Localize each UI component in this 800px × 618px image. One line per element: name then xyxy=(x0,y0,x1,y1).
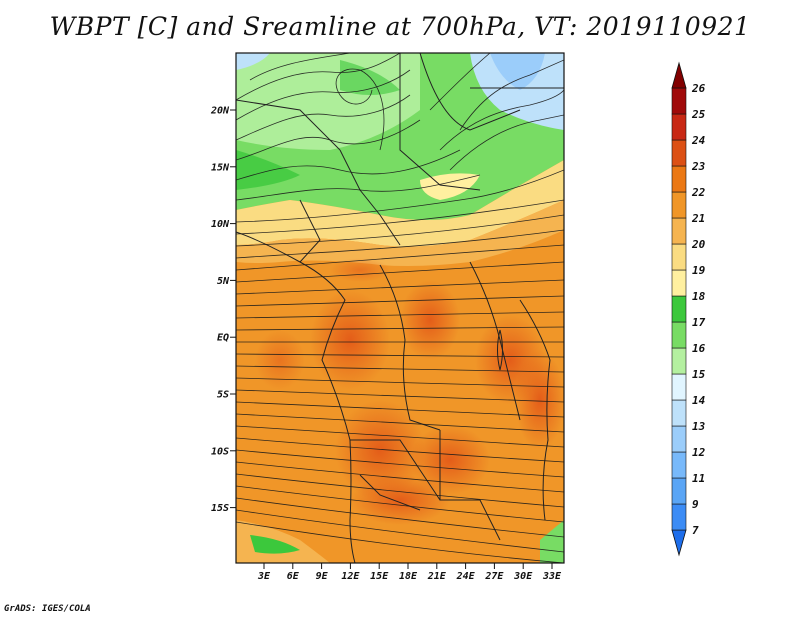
colorbar: 7 9 11 12 13 14 15 16 17 18 19 20 21 22 23 24 25 26 xyxy=(671,61,706,557)
lon-label: 27E xyxy=(484,571,504,582)
lon-label: 18E xyxy=(399,571,418,582)
colorbar-segment xyxy=(671,113,687,141)
colorbar-label: 25 xyxy=(691,108,706,121)
colorbar-segment xyxy=(671,399,687,427)
colorbar-label: 17 xyxy=(692,316,706,329)
colorbar-label: 24 xyxy=(691,134,706,147)
colorbar-segment xyxy=(671,217,687,245)
colorbar-segment xyxy=(671,295,687,323)
colorbar-label: 11 xyxy=(692,472,705,485)
colorbar-label: 15 xyxy=(692,368,706,381)
colorbar-label: 21 xyxy=(691,212,705,225)
colorbar-max-arrow xyxy=(671,61,687,89)
lon-label: 21E xyxy=(427,571,447,582)
lat-label: 20N xyxy=(210,106,230,117)
colorbar-segment xyxy=(671,191,687,219)
colorbar-min-arrow xyxy=(671,529,687,557)
colorbar-label: 7 xyxy=(692,524,699,537)
grads-credit: GrADS: IGES/COLA xyxy=(4,604,91,614)
colorbar-segment xyxy=(671,347,687,375)
lat-label: 10S xyxy=(211,446,229,457)
colorbar-segment xyxy=(671,451,687,479)
colorbar-segment xyxy=(671,503,687,531)
lon-label: 15E xyxy=(370,571,389,582)
colorbar-label: 13 xyxy=(692,420,706,433)
lat-label: 5S xyxy=(217,390,229,401)
colorbar-label: 12 xyxy=(692,446,706,459)
colorbar-label: 18 xyxy=(692,290,706,303)
colorbar-label: 16 xyxy=(692,342,706,355)
latitude-axis: 20N 15N 10N 5N EQ 5S 10S 15S xyxy=(210,106,236,514)
colorbar-segment xyxy=(671,243,687,271)
colorbar-segment xyxy=(671,425,687,453)
longitude-axis: 3E 6E 9E 12E 15E 18E 21E 24E 27E 30E 33E xyxy=(257,563,562,582)
colorbar-segment xyxy=(671,321,687,349)
wbpt-field xyxy=(236,53,564,563)
lon-label: 9E xyxy=(316,571,329,582)
lon-label: 6E xyxy=(287,571,300,582)
colorbar-label: 9 xyxy=(692,498,699,511)
colorbar-label: 26 xyxy=(691,82,706,95)
colorbar-segment xyxy=(671,139,687,167)
lat-label: EQ xyxy=(217,333,229,344)
lat-label: 5N xyxy=(217,276,230,287)
lon-label: 12E xyxy=(341,571,360,582)
colorbar-segment xyxy=(671,373,687,401)
colorbar-segment xyxy=(671,87,687,115)
lon-label: 33E xyxy=(542,571,562,582)
map-frame xyxy=(235,52,565,564)
lon-label: 30E xyxy=(513,571,533,582)
colorbar-segment xyxy=(671,269,687,297)
map-title: WBPT [C] and Sreamline at 700hPa, VT: 20… xyxy=(49,12,751,41)
colorbar-label: 19 xyxy=(692,264,706,277)
colorbar-label: 20 xyxy=(691,238,706,251)
lon-label: 24E xyxy=(456,571,476,582)
colorbar-label: 23 xyxy=(691,160,706,173)
colorbar-label: 14 xyxy=(692,394,706,407)
lat-label: 10N xyxy=(211,219,230,230)
colorbar-label: 22 xyxy=(691,186,706,199)
colorbar-segment xyxy=(671,165,687,193)
colorbar-segment xyxy=(671,477,687,505)
lon-label: 3E xyxy=(257,571,271,582)
lat-label: 15S xyxy=(211,503,229,514)
lat-label: 15N xyxy=(211,162,230,173)
